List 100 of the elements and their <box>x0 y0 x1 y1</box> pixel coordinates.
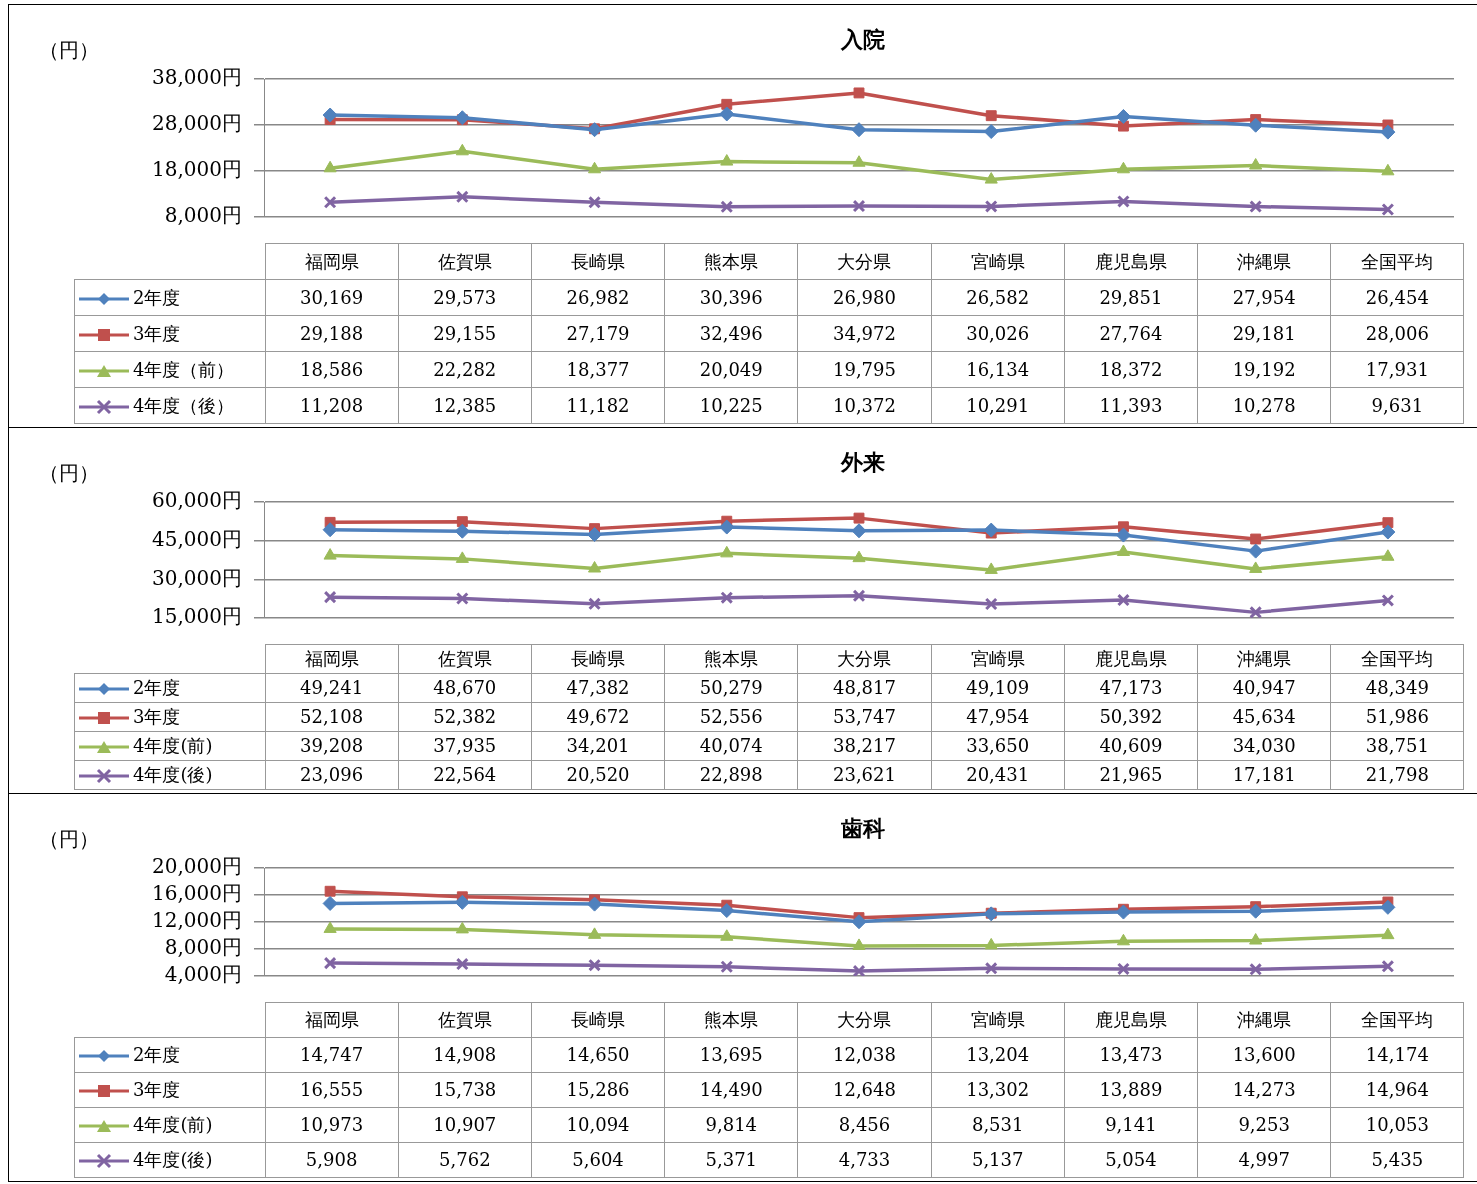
data-label: 20,431 <box>931 760 1065 790</box>
data-label: 29,155 <box>398 315 532 352</box>
data-label: 18,377 <box>531 351 665 388</box>
data-label: 14,490 <box>664 1072 798 1108</box>
y-tick-label: 16,000円 <box>152 881 242 906</box>
y-axis-title: （円） <box>39 37 99 64</box>
data-label: 14,747 <box>265 1037 399 1073</box>
x-tick-label: 佐賀県 <box>398 243 532 280</box>
y-tick-label: 30,000円 <box>152 565 242 590</box>
data-label: 23,621 <box>797 760 932 790</box>
data-label: 12,038 <box>797 1037 932 1073</box>
y-axis-title: （円） <box>39 460 99 487</box>
x-tick-label: 佐賀県 <box>398 644 532 674</box>
legend-label: 4年度(後) <box>133 1149 213 1170</box>
data-label: 34,972 <box>797 315 932 352</box>
x-tick-label: 熊本県 <box>664 644 798 674</box>
y-tick-label: 18,000円 <box>152 157 242 182</box>
x-tick-label: 全国平均 <box>1330 1002 1464 1038</box>
x-tick-label: 福岡県 <box>265 644 399 674</box>
data-label: 10,225 <box>664 387 798 424</box>
data-label: 10,094 <box>531 1107 665 1143</box>
data-label: 52,108 <box>265 702 399 732</box>
x-tick-label: 鹿児島県 <box>1064 644 1198 674</box>
data-label: 49,109 <box>931 673 1065 703</box>
data-label: 30,396 <box>664 279 798 316</box>
legend-label: 3年度 <box>133 1079 181 1100</box>
legend-label: 3年度 <box>133 322 181 344</box>
x-tick-label: 福岡県 <box>265 243 399 280</box>
legend-label: 4年度（後） <box>133 394 235 416</box>
data-label: 45,634 <box>1197 702 1331 732</box>
chart-title: 歯科 <box>840 814 886 843</box>
data-label: 9,631 <box>1330 387 1464 424</box>
data-label: 48,817 <box>797 673 932 703</box>
x-tick-label: 長崎県 <box>531 1002 665 1038</box>
data-label: 19,795 <box>797 351 932 388</box>
data-label: 9,253 <box>1197 1107 1331 1143</box>
x-tick-label: 熊本県 <box>664 1002 798 1038</box>
data-label: 18,372 <box>1064 351 1198 388</box>
data-label: 16,555 <box>265 1072 399 1108</box>
data-label: 48,670 <box>398 673 532 703</box>
data-label: 15,738 <box>398 1072 532 1108</box>
y-tick-label: 8,000円 <box>164 203 242 228</box>
y-tick-label: 4,000円 <box>164 962 242 987</box>
y-tick-label: 15,000円 <box>152 604 242 629</box>
data-label: 5,137 <box>931 1142 1065 1178</box>
data-label: 10,973 <box>265 1107 399 1143</box>
data-label: 34,030 <box>1197 731 1331 761</box>
data-label: 50,392 <box>1064 702 1198 732</box>
data-label: 50,279 <box>664 673 798 703</box>
data-label: 29,181 <box>1197 315 1331 352</box>
data-label: 29,573 <box>398 279 532 316</box>
x-tick-label: 大分県 <box>797 644 932 674</box>
data-label: 21,965 <box>1064 760 1198 790</box>
data-label: 10,907 <box>398 1107 532 1143</box>
data-label: 27,954 <box>1197 279 1331 316</box>
x-tick-label: 福岡県 <box>265 1002 399 1038</box>
x-tick-label: 大分県 <box>797 243 932 280</box>
data-label: 8,456 <box>797 1107 932 1143</box>
data-label: 30,026 <box>931 315 1065 352</box>
y-tick-label: 38,000円 <box>152 65 242 90</box>
data-label: 53,747 <box>797 702 932 732</box>
legend-label: 4年度(前) <box>133 1114 213 1135</box>
data-label: 29,188 <box>265 315 399 352</box>
x-tick-label: 沖縄県 <box>1197 1002 1331 1038</box>
data-label: 26,582 <box>931 279 1065 316</box>
data-label: 13,600 <box>1197 1037 1331 1073</box>
data-label: 16,134 <box>931 351 1065 388</box>
x-tick-label: 全国平均 <box>1330 644 1464 674</box>
x-tick-label: 沖縄県 <box>1197 644 1331 674</box>
data-label: 14,964 <box>1330 1072 1464 1108</box>
data-label: 49,672 <box>531 702 665 732</box>
data-label: 5,054 <box>1064 1142 1198 1178</box>
data-label: 40,947 <box>1197 673 1331 703</box>
legend-label: 3年度 <box>133 706 181 727</box>
data-label: 40,074 <box>664 731 798 761</box>
data-label: 26,454 <box>1330 279 1464 316</box>
data-label: 48,349 <box>1330 673 1464 703</box>
data-label: 14,908 <box>398 1037 532 1073</box>
data-label: 13,204 <box>931 1037 1065 1073</box>
data-label: 26,980 <box>797 279 932 316</box>
y-tick-label: 28,000円 <box>152 111 242 136</box>
y-tick-label: 45,000円 <box>152 526 242 551</box>
legend-label: 4年度（前） <box>133 358 235 380</box>
data-label: 22,898 <box>664 760 798 790</box>
data-label: 5,604 <box>531 1142 665 1178</box>
data-label: 21,798 <box>1330 760 1464 790</box>
x-tick-label: 鹿児島県 <box>1064 243 1198 280</box>
data-label: 30,169 <box>265 279 399 316</box>
y-tick-label: 20,000円 <box>152 854 242 879</box>
data-label: 5,908 <box>265 1142 399 1178</box>
data-label: 52,556 <box>664 702 798 732</box>
data-label: 34,201 <box>531 731 665 761</box>
data-label: 27,179 <box>531 315 665 352</box>
x-tick-label: 宮崎県 <box>931 644 1065 674</box>
data-label: 47,954 <box>931 702 1065 732</box>
x-tick-label: 宮崎県 <box>931 243 1065 280</box>
data-label: 40,609 <box>1064 731 1198 761</box>
y-tick-label: 12,000円 <box>152 908 242 933</box>
data-label: 8,531 <box>931 1107 1065 1143</box>
data-label: 12,385 <box>398 387 532 424</box>
